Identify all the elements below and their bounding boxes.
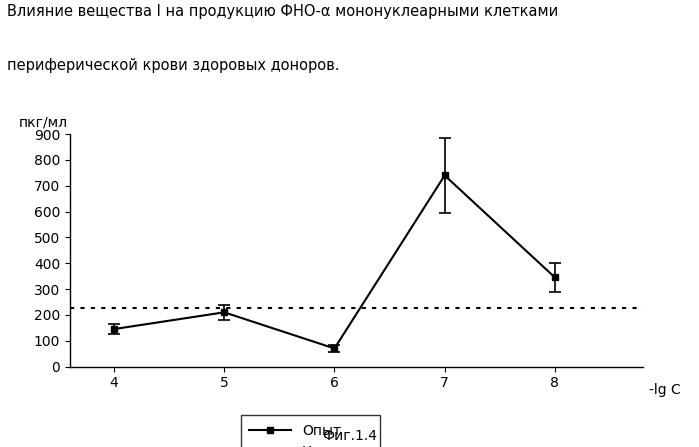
Text: периферической крови здоровых доноров.: периферической крови здоровых доноров. — [7, 58, 340, 73]
Legend: Опыт, Контроль: Опыт, Контроль — [241, 415, 380, 447]
Text: -lg C: -lg C — [649, 383, 681, 397]
Text: Влияние вещества I на продукцию ФНО-α мононуклеарными клетками: Влияние вещества I на продукцию ФНО-α мо… — [7, 4, 559, 20]
Text: Фиг.1.4: Фиг.1.4 — [322, 429, 377, 443]
Text: пкг/мл: пкг/мл — [18, 115, 67, 130]
